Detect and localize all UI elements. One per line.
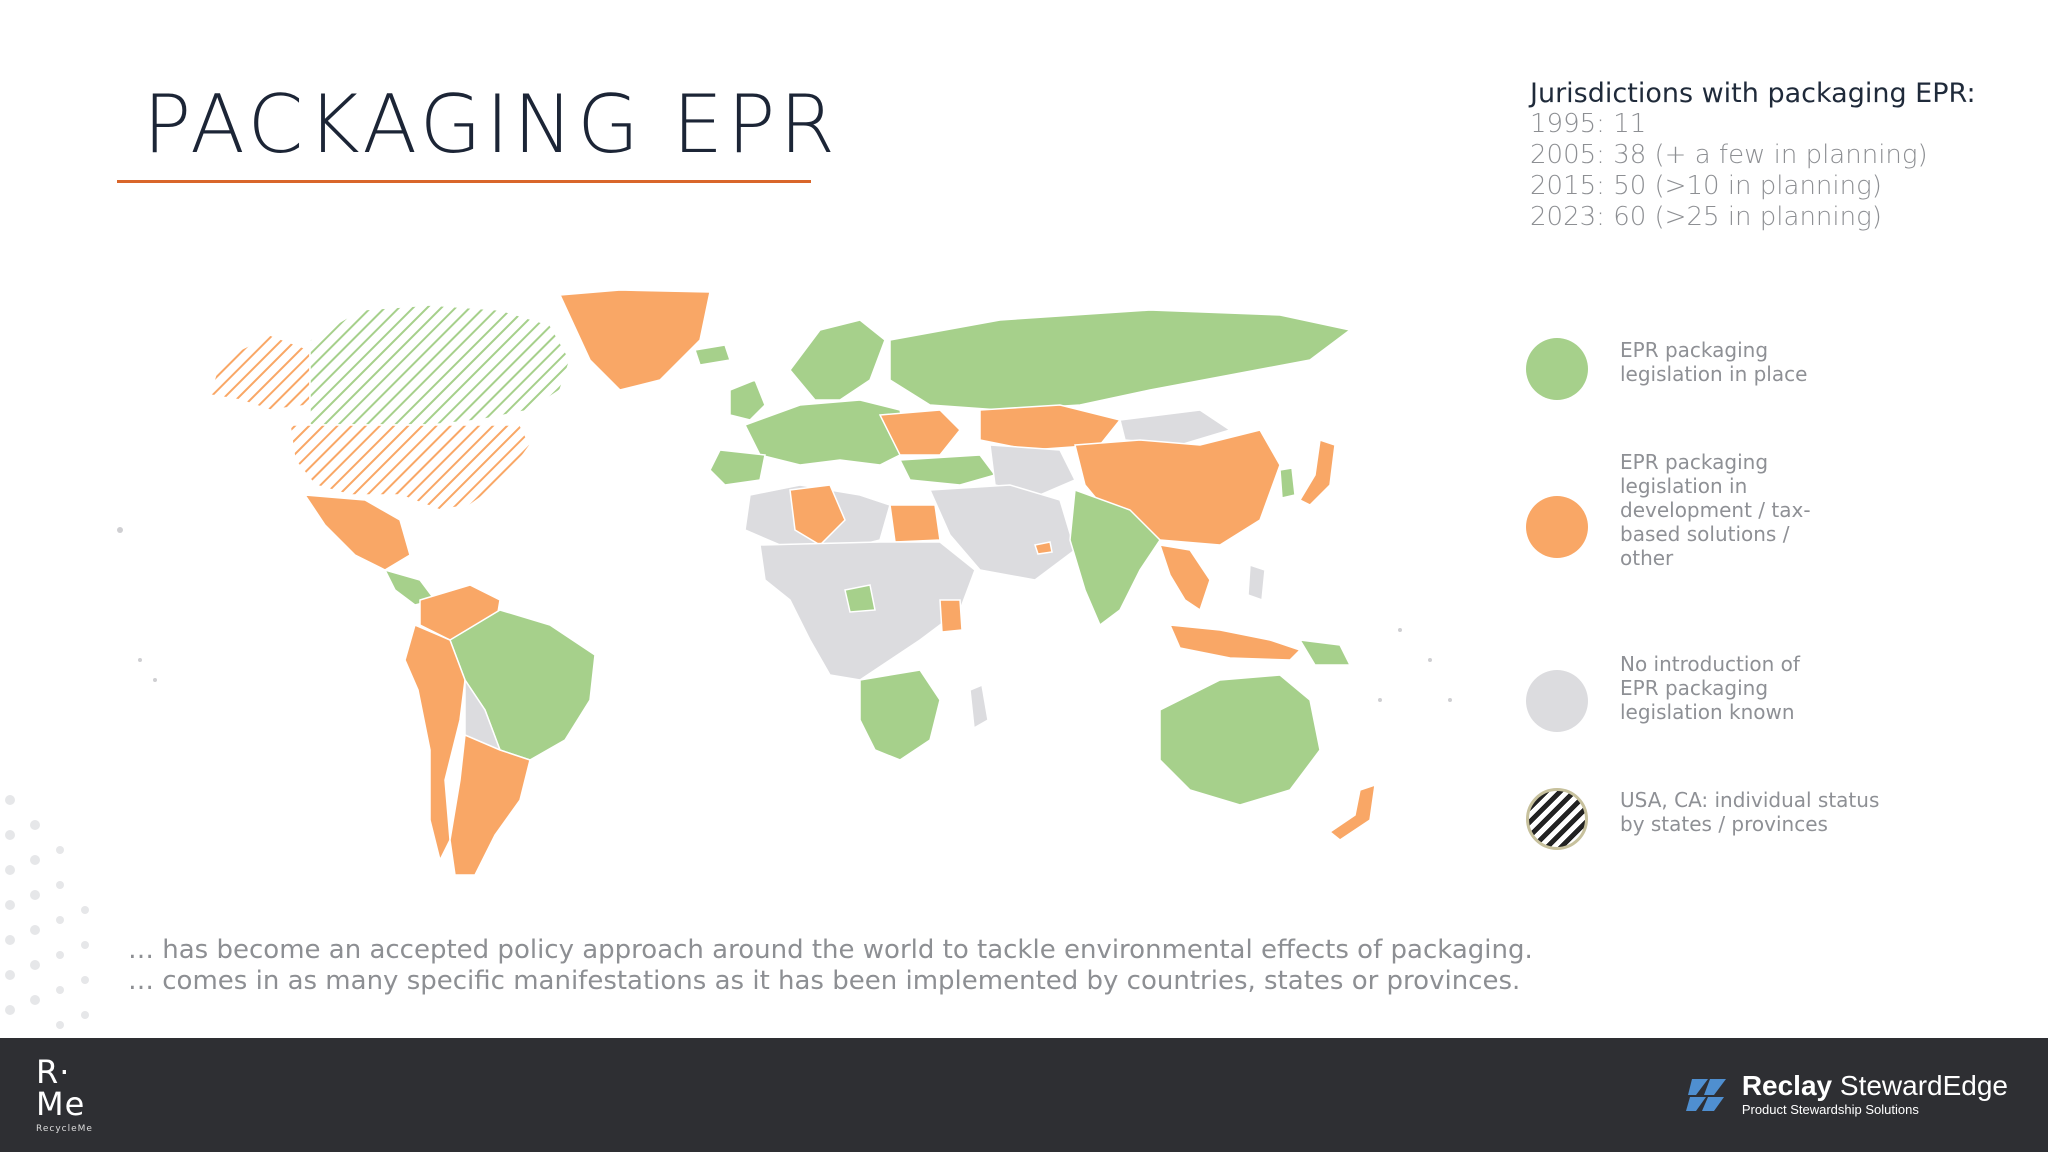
island: [117, 527, 123, 533]
island: [1398, 628, 1402, 632]
region-southern-africa: [859, 669, 941, 761]
recycleme-logo: R· Me RecycleMe: [36, 1056, 93, 1134]
grey-circle-icon: [1526, 670, 1588, 732]
region-uk-ireland: [729, 379, 766, 421]
region-india: [1069, 488, 1161, 627]
island: [1448, 698, 1452, 702]
reclay-mark-icon: [1685, 1078, 1726, 1111]
legend-in-development: EPR packaging legislation in development…: [1526, 450, 1820, 570]
region-russia: [889, 309, 1352, 411]
region-canada: [309, 304, 571, 426]
legend-none: No introduction of EPR packaging legisla…: [1526, 652, 1820, 732]
region-western-europe: [743, 399, 911, 466]
legend-label-in-place: EPR packaging legislation in place: [1620, 338, 1808, 386]
region-mexico: [303, 494, 411, 571]
region-australia: [1159, 674, 1321, 806]
region-iceland: [694, 344, 731, 366]
hatched-circle-icon: [1526, 788, 1588, 850]
stats-line-2005: 2005: 38 (+ a few in planning): [1530, 140, 1928, 170]
brand-name: Reclay StewardEdge: [1742, 1072, 2008, 1100]
description-line-1: … has become an accepted policy approach…: [128, 935, 1533, 965]
legend-label-in-development: EPR packaging legislation in development…: [1620, 450, 1811, 570]
region-peru-chile: [404, 623, 466, 863]
island: [1378, 698, 1382, 702]
footer-bar: R· Me RecycleMe Reclay StewardEdge Produ…: [0, 1038, 2048, 1152]
description: … has become an accepted policy approach…: [128, 935, 1533, 997]
brand-tagline: Product Stewardship Solutions: [1741, 1102, 1919, 1117]
region-korea: [1279, 467, 1296, 499]
region-uae: [1034, 541, 1053, 555]
island: [153, 678, 157, 682]
world-map: [117, 289, 1452, 876]
region-philippines: [1247, 563, 1266, 602]
region-greenland: [558, 289, 711, 391]
slide-title: PACKAGING EPR: [143, 78, 839, 171]
brand-light: StewardEdge: [1839, 1070, 2008, 1101]
logo-top: R·: [36, 1053, 71, 1091]
region-southeast-asia: [1158, 544, 1211, 612]
region-egypt: [889, 504, 941, 543]
green-circle-icon: [1526, 338, 1588, 400]
region-central-asia: [989, 444, 1077, 496]
region-turkey: [898, 454, 997, 486]
reclay-logo: Reclay StewardEdge Product Stewardship S…: [1685, 1072, 2008, 1117]
region-alaska: [209, 334, 311, 411]
stats-line-1995: 1995: 11: [1530, 109, 1647, 139]
region-indonesia: [1168, 624, 1302, 661]
region-japan: [1298, 439, 1336, 506]
region-mongolia: [1119, 409, 1232, 446]
stats-heading: Jurisdictions with packaging EPR:: [1530, 78, 1976, 109]
region-kenya: [939, 599, 963, 633]
stats-line-2023: 2023: 60 (>25 in planning): [1530, 202, 1882, 232]
stats-panel: Jurisdictions with packaging EPR: 1995: …: [1530, 78, 1976, 233]
region-argentina: [449, 733, 531, 876]
legend-individual-status: USA, CA: individual status by states / p…: [1526, 788, 1890, 850]
region-algeria: [789, 484, 846, 546]
logo-bottom: Me: [36, 1085, 86, 1123]
legend-in-place: EPR packaging legislation in place: [1526, 338, 1870, 400]
orange-circle-icon: [1526, 496, 1588, 558]
region-usa: [289, 424, 531, 511]
region-madagascar: [969, 683, 989, 730]
legend-label-individual-status: USA, CA: individual status by states / p…: [1620, 788, 1880, 836]
region-ukraine-balkans: [878, 409, 962, 456]
region-png: [1298, 639, 1352, 666]
brand-bold: Reclay: [1741, 1070, 1833, 1101]
region-nigeria: [844, 584, 876, 613]
stats-line-2015: 2015: 50 (>10 in planning): [1530, 171, 1882, 201]
region-scandinavia: [789, 319, 886, 401]
legend-label-none: No introduction of EPR packaging legisla…: [1620, 652, 1800, 724]
region-middle-east: [928, 484, 1076, 581]
region-iberia: [709, 449, 766, 486]
island: [1428, 658, 1432, 662]
title-underline: [117, 180, 811, 183]
description-line-2: … comes in as many specific manifestatio…: [128, 966, 1521, 996]
island: [138, 658, 142, 662]
decorative-dots: [5, 795, 89, 1029]
region-new-zealand: [1328, 783, 1376, 841]
logo-caption: RecycleMe: [36, 1124, 93, 1134]
